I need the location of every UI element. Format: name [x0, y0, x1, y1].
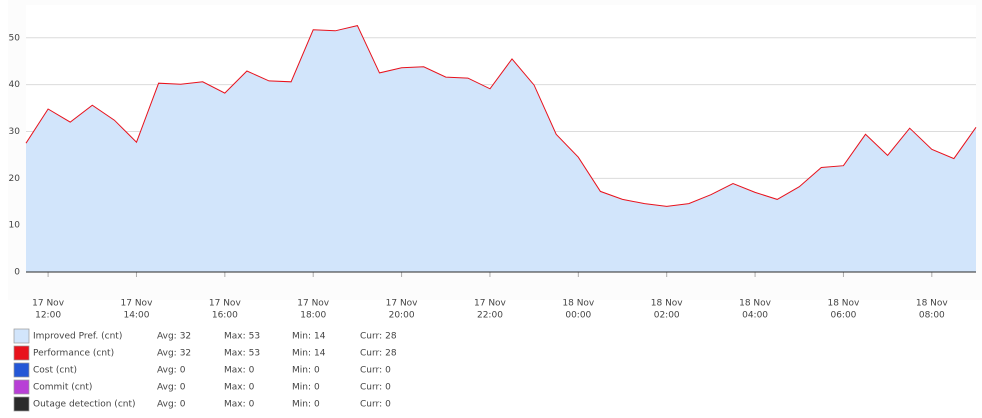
- legend-stat-label: Avg:: [157, 383, 177, 393]
- legend-stat-value: 0: [385, 400, 391, 410]
- x-tick-label: 17 Nov: [209, 299, 242, 309]
- legend-stat-value: 0: [249, 366, 255, 376]
- legend-swatch: [13, 396, 30, 412]
- x-tick-label: 18:00: [300, 311, 326, 321]
- legend-stat-value: 32: [180, 349, 191, 359]
- legend-stat-label: Avg:: [157, 349, 177, 359]
- legend-stat-value: 0: [385, 383, 391, 393]
- legend-label: Commit (cnt): [33, 383, 92, 393]
- legend-stat-value: 0: [314, 366, 320, 376]
- x-tick-label: 18 Nov: [916, 299, 949, 309]
- legend-label: Outage detection (cnt): [33, 400, 136, 410]
- legend-label: Cost (cnt): [33, 366, 77, 376]
- x-tick-label: 16:00: [212, 311, 238, 321]
- legend-stat-value: 28: [385, 332, 397, 342]
- legend-swatch: [13, 362, 30, 378]
- legend-stat-value: 0: [249, 383, 255, 393]
- legend-stat-label: Max:: [224, 332, 246, 342]
- y-tick-label: 30: [9, 127, 21, 137]
- line: [25, 25, 977, 207]
- area: [26, 25, 976, 272]
- legend-stat-value: 0: [314, 400, 320, 410]
- x-tick-label: 17 Nov: [297, 299, 330, 309]
- legend-stat-value: 0: [180, 366, 186, 376]
- legend-stat-value: 32: [180, 332, 191, 342]
- legend-stat-label: Avg:: [157, 332, 177, 342]
- legend-swatch: [13, 379, 30, 395]
- x-tick-label: 04:00: [742, 311, 768, 321]
- legend-stat-label: Min:: [292, 400, 311, 410]
- legend-stat-label: Max:: [224, 349, 246, 359]
- x-tick-label: 14:00: [123, 311, 149, 321]
- legend-swatch: [13, 328, 30, 344]
- x-tick-label: 17 Nov: [386, 299, 419, 309]
- x-tick-label: 08:00: [919, 311, 945, 321]
- legend-stat-label: Min:: [292, 366, 311, 376]
- x-tick-label: 12:00: [35, 311, 61, 321]
- legend-stat-label: Curr:: [360, 349, 382, 359]
- legend-stat-label: Min:: [292, 349, 311, 359]
- legend-stat-label: Curr:: [360, 400, 382, 410]
- legend-stat-value: 0: [249, 400, 255, 410]
- legend-stat-value: 14: [314, 349, 326, 359]
- legend-label: Improved Pref. (cnt): [33, 332, 122, 342]
- x-tick-label: 17 Nov: [32, 299, 65, 309]
- x-tick-label: 17 Nov: [474, 299, 507, 309]
- x-tick-label: 20:00: [389, 311, 415, 321]
- legend-stat-value: 0: [314, 383, 320, 393]
- legend-stat-value: 0: [180, 383, 186, 393]
- x-tick-label: 00:00: [565, 311, 591, 321]
- legend-stat-value: 14: [314, 332, 326, 342]
- x-tick-label: 18 Nov: [651, 299, 684, 309]
- legend-stat-value: 0: [385, 366, 391, 376]
- y-tick-label: 20: [9, 174, 21, 184]
- y-tick-label: 50: [9, 33, 21, 43]
- legend-stat-label: Curr:: [360, 332, 382, 342]
- y-tick-label: 0: [14, 268, 20, 278]
- legend-stat-value: 53: [249, 332, 260, 342]
- x-tick-label: 06:00: [830, 311, 856, 321]
- x-tick-label: 18 Nov: [739, 299, 772, 309]
- legend-stat-value: 0: [180, 400, 186, 410]
- x-tick-label: 22:00: [477, 311, 503, 321]
- legend-stat-label: Min:: [292, 332, 311, 342]
- legend-swatch: [13, 345, 30, 361]
- legend-stat-value: 28: [385, 349, 397, 359]
- y-tick-label: 40: [9, 80, 21, 90]
- legend-stat-label: Max:: [224, 366, 246, 376]
- legend-stat-label: Avg:: [157, 366, 177, 376]
- legend-stat-label: Avg:: [157, 400, 177, 410]
- y-tick-label: 10: [9, 221, 21, 231]
- legend-stat-label: Max:: [224, 400, 246, 410]
- legend-label: Performance (cnt): [33, 349, 114, 359]
- legend-stat-label: Min:: [292, 383, 311, 393]
- x-tick-label: 17 Nov: [121, 299, 154, 309]
- legend-stat-label: Max:: [224, 383, 246, 393]
- x-tick-label: 18 Nov: [827, 299, 860, 309]
- x-tick-label: 02:00: [654, 311, 680, 321]
- legend-stat-label: Curr:: [360, 366, 382, 376]
- x-tick-label: 18 Nov: [562, 299, 595, 309]
- legend-stat-value: 53: [249, 349, 260, 359]
- legend-stat-label: Curr:: [360, 383, 382, 393]
